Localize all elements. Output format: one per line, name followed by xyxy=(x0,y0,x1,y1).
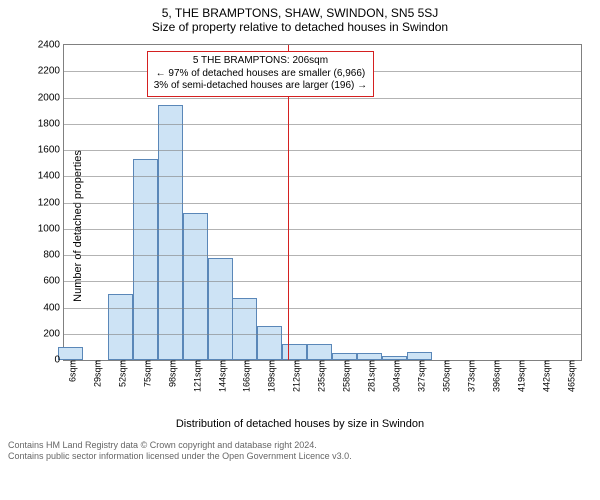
x-tick-label: 327sqm xyxy=(413,360,426,392)
x-tick-label: 166sqm xyxy=(238,360,251,392)
gridline-h xyxy=(64,203,581,204)
x-tick-label: 281sqm xyxy=(363,360,376,392)
x-tick-label: 419sqm xyxy=(514,360,527,392)
histogram-bar xyxy=(133,159,158,360)
x-tick-label: 212sqm xyxy=(288,360,301,392)
x-tick-label: 6sqm xyxy=(64,360,77,382)
histogram-bar xyxy=(208,258,233,360)
y-tick-label: 400 xyxy=(43,302,64,313)
histogram-bar xyxy=(108,294,133,360)
x-tick-label: 235sqm xyxy=(313,360,326,392)
x-tick-label: 98sqm xyxy=(164,360,177,387)
page-title-address: 5, THE BRAMPTONS, SHAW, SWINDON, SN5 5SJ xyxy=(8,6,592,20)
callout-line-3: 3% of semi-detached houses are larger (1… xyxy=(154,80,367,93)
footer-line-1: Contains HM Land Registry data © Crown c… xyxy=(8,440,592,451)
y-tick-label: 1600 xyxy=(38,145,64,156)
x-tick-label: 396sqm xyxy=(489,360,502,392)
gridline-h xyxy=(64,124,581,125)
y-tick-label: 2000 xyxy=(38,92,64,103)
gridline-h xyxy=(64,98,581,99)
gridline-h xyxy=(64,255,581,256)
gridline-h xyxy=(64,229,581,230)
gridline-h xyxy=(64,176,581,177)
histogram-bar xyxy=(158,105,183,360)
x-tick-label: 52sqm xyxy=(114,360,127,387)
footer-attribution: Contains HM Land Registry data © Crown c… xyxy=(8,440,592,463)
x-tick-label: 258sqm xyxy=(338,360,351,392)
x-tick-label: 465sqm xyxy=(564,360,577,392)
chart-container: Number of detached properties 0200400600… xyxy=(8,36,592,416)
callout-line-2: ← 97% of detached houses are smaller (6,… xyxy=(154,68,367,81)
histogram-bar xyxy=(257,326,282,360)
y-tick-label: 2400 xyxy=(38,40,64,51)
y-tick-label: 1400 xyxy=(38,171,64,182)
histogram-bar xyxy=(183,213,208,360)
x-tick-label: 373sqm xyxy=(463,360,476,392)
y-tick-label: 0 xyxy=(54,355,64,366)
x-tick-label: 189sqm xyxy=(263,360,276,392)
y-tick-label: 200 xyxy=(43,328,64,339)
gridline-h xyxy=(64,150,581,151)
y-tick-label: 2200 xyxy=(38,66,64,77)
gridline-h xyxy=(64,334,581,335)
y-tick-label: 600 xyxy=(43,276,64,287)
x-tick-label: 29sqm xyxy=(89,360,102,387)
x-tick-label: 75sqm xyxy=(139,360,152,387)
histogram-bar xyxy=(407,352,432,360)
x-axis-label: Distribution of detached houses by size … xyxy=(8,418,592,430)
x-tick-label: 144sqm xyxy=(214,360,227,392)
plot-area: 0200400600800100012001400160018002000220… xyxy=(63,44,582,361)
gridline-h xyxy=(64,281,581,282)
x-tick-label: 350sqm xyxy=(438,360,451,392)
gridline-h xyxy=(64,308,581,309)
y-tick-label: 1800 xyxy=(38,118,64,129)
y-tick-label: 1200 xyxy=(38,197,64,208)
footer-line-2: Contains public sector information licen… xyxy=(8,451,592,462)
x-tick-label: 121sqm xyxy=(189,360,202,392)
y-tick-label: 800 xyxy=(43,250,64,261)
x-tick-label: 304sqm xyxy=(388,360,401,392)
page-title-subtitle: Size of property relative to detached ho… xyxy=(8,20,592,34)
y-tick-label: 1000 xyxy=(38,223,64,234)
callout-line-1: 5 THE BRAMPTONS: 206sqm xyxy=(154,55,367,68)
x-tick-label: 442sqm xyxy=(539,360,552,392)
histogram-bar xyxy=(282,344,307,360)
histogram-bar xyxy=(307,344,332,360)
callout-box: 5 THE BRAMPTONS: 206sqm← 97% of detached… xyxy=(147,51,374,97)
